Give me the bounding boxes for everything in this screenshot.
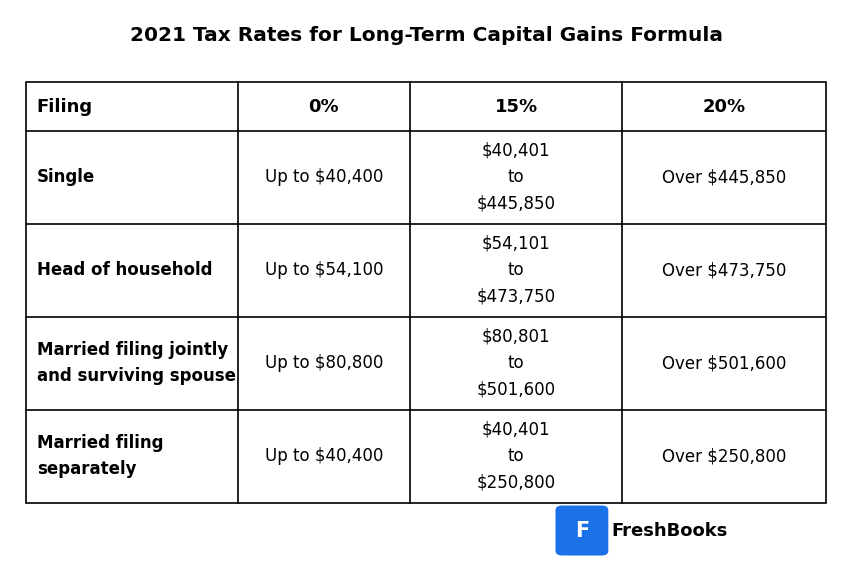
- Text: Over $473,750: Over $473,750: [662, 261, 786, 279]
- Text: 15%: 15%: [494, 98, 538, 115]
- Text: $40,401
to
$445,850: $40,401 to $445,850: [476, 142, 556, 212]
- Text: Up to $80,800: Up to $80,800: [265, 354, 383, 372]
- Text: $40,401
to
$250,800: $40,401 to $250,800: [476, 421, 556, 491]
- Text: Up to $40,400: Up to $40,400: [265, 447, 383, 465]
- Text: Head of household: Head of household: [37, 261, 212, 279]
- Text: 20%: 20%: [703, 98, 746, 115]
- Text: $80,801
to
$501,600: $80,801 to $501,600: [476, 328, 556, 399]
- Text: Single: Single: [37, 168, 95, 186]
- Text: FreshBooks: FreshBooks: [612, 521, 728, 540]
- Text: Over $250,800: Over $250,800: [662, 447, 786, 465]
- Text: Filing: Filing: [37, 98, 93, 115]
- Text: Married filing jointly
and surviving spouse: Married filing jointly and surviving spo…: [37, 341, 236, 386]
- Text: $54,101
to
$473,750: $54,101 to $473,750: [476, 235, 556, 306]
- Text: Up to $40,400: Up to $40,400: [265, 168, 383, 186]
- Text: F: F: [575, 520, 589, 541]
- Text: Up to $54,100: Up to $54,100: [265, 261, 383, 279]
- Text: Over $445,850: Over $445,850: [662, 168, 786, 186]
- Text: 0%: 0%: [308, 98, 339, 115]
- Text: Married filing
separately: Married filing separately: [37, 434, 163, 478]
- Text: Over $501,600: Over $501,600: [662, 354, 786, 372]
- Text: 2021 Tax Rates for Long-Term Capital Gains Formula: 2021 Tax Rates for Long-Term Capital Gai…: [130, 26, 722, 44]
